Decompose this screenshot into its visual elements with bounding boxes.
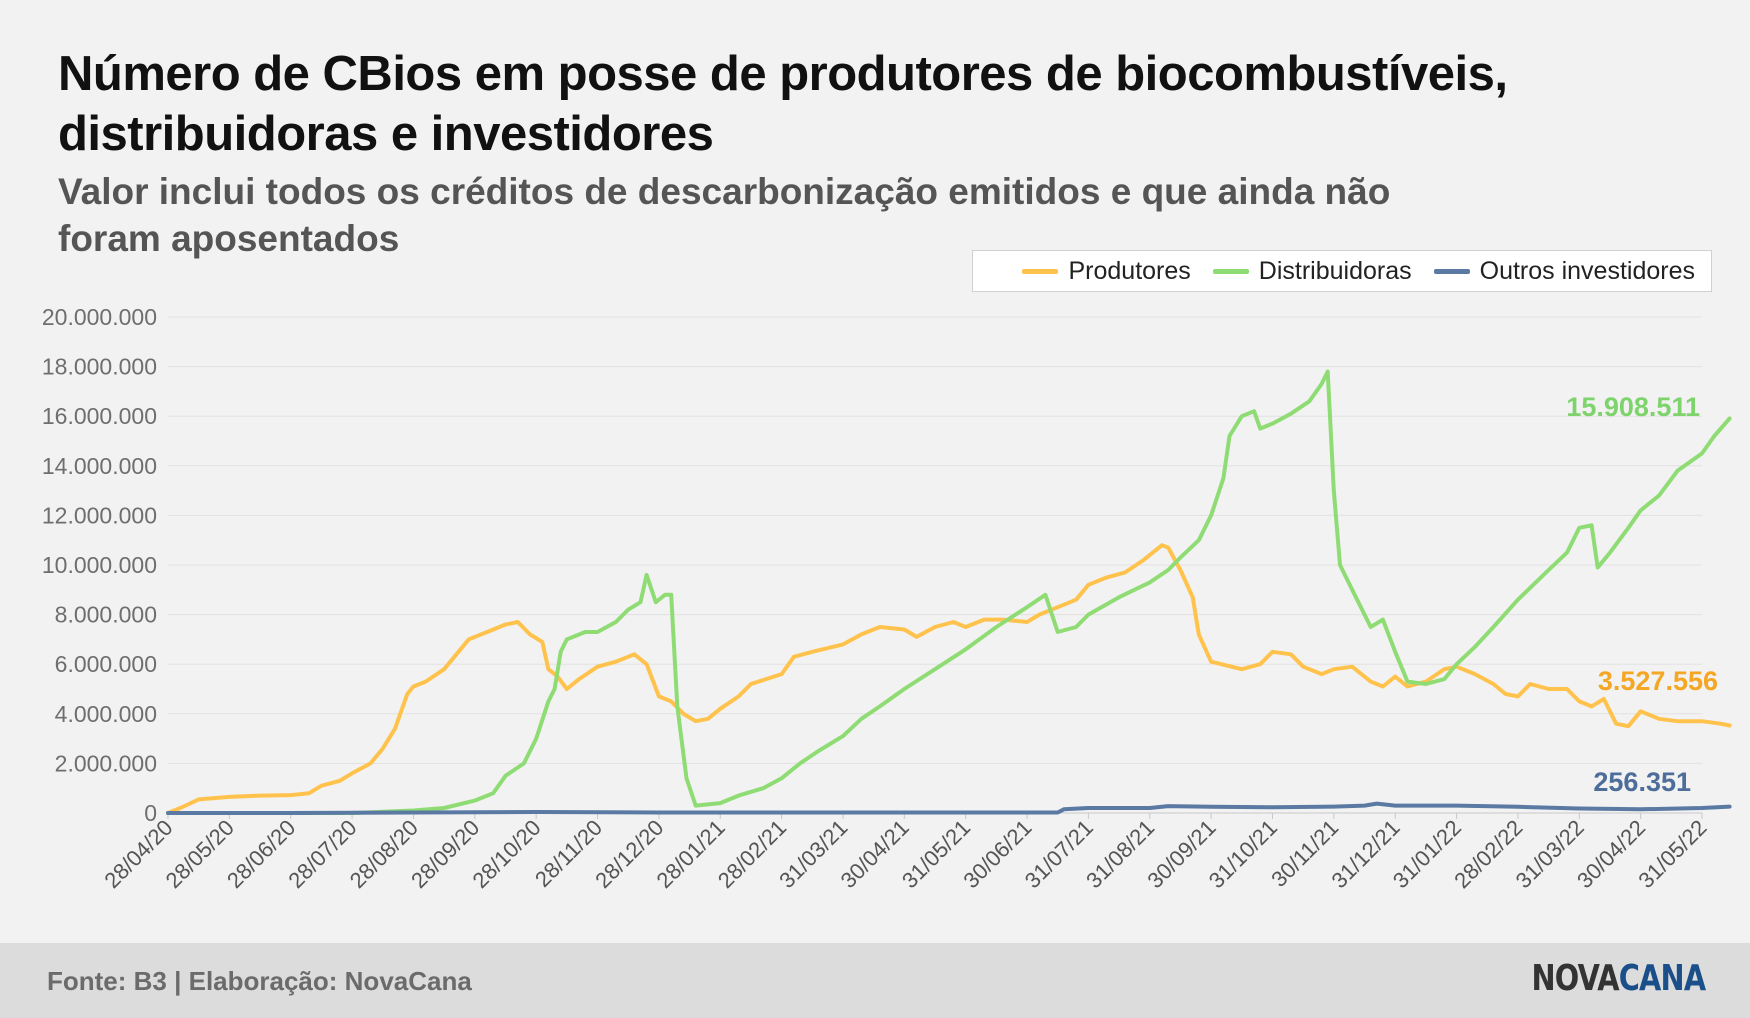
y-tick-label: 0 xyxy=(144,800,157,826)
x-tick-label: 31/10/21 xyxy=(1204,815,1282,893)
line-chart: 0 2.000.000 4.000.000 6.000.000 8.000.000 10.… xyxy=(42,304,1732,893)
y-tick-label: 6.000.000 xyxy=(55,651,157,677)
legend-label-distribuidoras: Distribuidoras xyxy=(1258,256,1412,285)
legend-label-outros: Outros investidores xyxy=(1479,256,1695,285)
end-label-produtores: 3.527.556 xyxy=(1598,666,1718,696)
legend-label-produtores: Produtores xyxy=(1068,256,1191,285)
x-tick-label: 28/10/20 xyxy=(467,815,545,893)
legend-swatch-outros xyxy=(1433,268,1470,274)
x-tick-label: 31/05/22 xyxy=(1633,815,1711,893)
y-tick-label: 10.000.000 xyxy=(42,552,157,578)
footer: Fonte: B3 | Elaboração: NovaCana NOVACAN… xyxy=(0,943,1750,1018)
legend-item-produtores: Produtores xyxy=(1022,256,1191,286)
legend-item-outros: Outros investidores xyxy=(1433,256,1695,286)
y-tick-label: 20.000.000 xyxy=(42,304,157,330)
source-note: Fonte: B3 | Elaboração: NovaCana xyxy=(47,966,472,996)
legend-item-distribuidoras: Distribuidoras xyxy=(1212,256,1412,286)
end-label-distribuidoras: 15.908.511 xyxy=(1566,392,1700,422)
y-tick-label: 8.000.000 xyxy=(55,602,157,628)
y-tick-label: 2.000.000 xyxy=(55,750,157,776)
line-outros-investidores xyxy=(166,801,1732,815)
y-tick-label: 14.000.000 xyxy=(42,453,157,479)
chart-legend: Produtores Distribuidoras Outros investi… xyxy=(972,250,1712,292)
chart-subtitle: Valor inclui todos os créditos de descar… xyxy=(58,171,1391,259)
line-distribuidoras xyxy=(166,369,1732,815)
line-produtores xyxy=(166,543,1732,815)
y-tick-label: 16.000.000 xyxy=(42,403,157,429)
end-label-outros: 256.351 xyxy=(1593,767,1691,797)
novacana-logo: NOVACANA xyxy=(1531,958,1706,999)
legend-swatch-produtores xyxy=(1022,268,1059,274)
legend-swatch-distribuidoras xyxy=(1212,268,1249,274)
y-tick-label: 18.000.000 xyxy=(42,354,157,380)
y-tick-label: 12.000.000 xyxy=(42,502,157,528)
y-tick-label: 4.000.000 xyxy=(55,701,157,727)
chart-title: Número de CBios em posse de produtores d… xyxy=(58,47,1508,161)
